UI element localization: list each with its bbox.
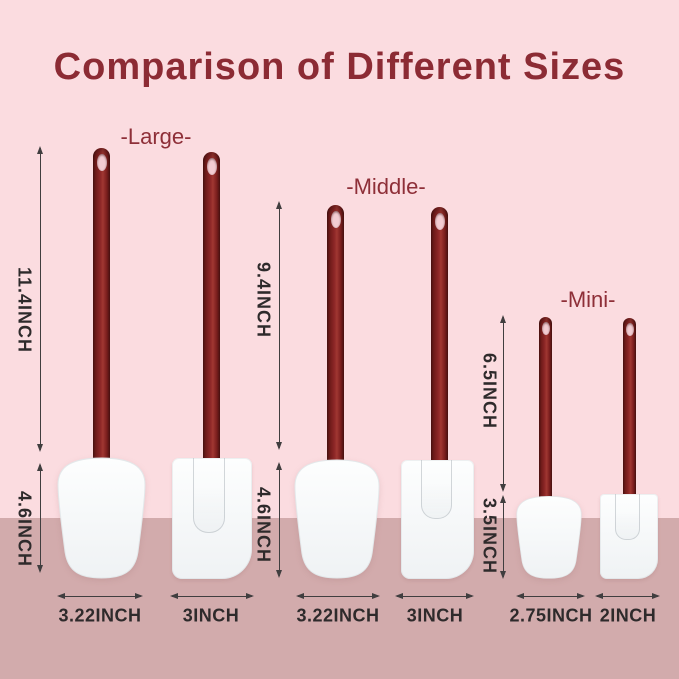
middle-spoon-width-label: 3.22INCH: [296, 605, 380, 626]
hanging-hole: [330, 211, 341, 228]
middle-head-height-arrow: [276, 462, 282, 578]
large-head-height-label: 4.6INCH: [14, 490, 35, 568]
large-spoon-head: [57, 456, 146, 579]
middle-flat-handle: [431, 207, 448, 466]
large-spoon-handle: [93, 148, 110, 466]
mini-spoon-head: [516, 495, 582, 579]
mini-head-height-arrow: [500, 495, 506, 579]
head-seam: [421, 460, 452, 519]
large-head-height-arrow: [37, 463, 43, 573]
large-flat-handle: [203, 152, 220, 466]
middle-spoon-width-arrow: [296, 592, 380, 599]
spoon-head-shape: [57, 457, 146, 579]
mini-head-height-label: 3.5INCH: [479, 497, 500, 575]
mini-flat-handle: [623, 318, 636, 503]
large-flat-width-arrow: [170, 592, 254, 599]
group-label-large: -Large-: [120, 124, 192, 149]
mini-flat-head: [600, 494, 658, 579]
middle-flat-head: [401, 460, 474, 579]
large-total-height-arrow: [37, 146, 43, 452]
hanging-hole: [541, 322, 550, 335]
hanging-hole: [434, 213, 445, 230]
middle-flat-width-arrow: [395, 592, 474, 599]
hanging-hole: [206, 158, 217, 175]
mini-spoon-width-label: 2.75INCH: [509, 605, 593, 626]
middle-total-height-arrow: [276, 201, 282, 450]
head-seam: [615, 494, 640, 540]
middle-spoon-handle: [327, 205, 344, 466]
middle-total-height-label: 9.4INCH: [253, 261, 274, 339]
mini-spoon-handle: [539, 317, 552, 503]
middle-head-height-label: 4.6INCH: [253, 486, 274, 564]
large-total-height-label: 11.4INCH: [14, 266, 35, 354]
middle-flat-width-label: 3INCH: [406, 605, 464, 626]
large-spoon-width-arrow: [57, 592, 143, 599]
middle-spoon-head: [294, 458, 380, 579]
spoon-head-shape: [516, 496, 582, 579]
mini-flat-width-label: 2INCH: [599, 605, 657, 626]
hanging-hole: [96, 154, 107, 171]
mini-flat-width-arrow: [595, 592, 660, 599]
hanging-hole: [625, 323, 634, 336]
mini-spoon-width-arrow: [516, 592, 585, 599]
page-title: Comparison of Different Sizes: [53, 46, 626, 88]
group-label-middle: -Middle-: [346, 174, 426, 199]
mini-total-height-label: 6.5INCH: [479, 352, 500, 430]
large-flat-head: [172, 458, 252, 579]
head-seam: [193, 458, 225, 533]
large-flat-width-label: 3INCH: [182, 605, 240, 626]
spoon-head-shape: [294, 459, 380, 579]
large-spoon-width-label: 3.22INCH: [58, 605, 142, 626]
group-label-mini: -Mini-: [560, 287, 616, 312]
mini-total-height-arrow: [500, 315, 506, 492]
